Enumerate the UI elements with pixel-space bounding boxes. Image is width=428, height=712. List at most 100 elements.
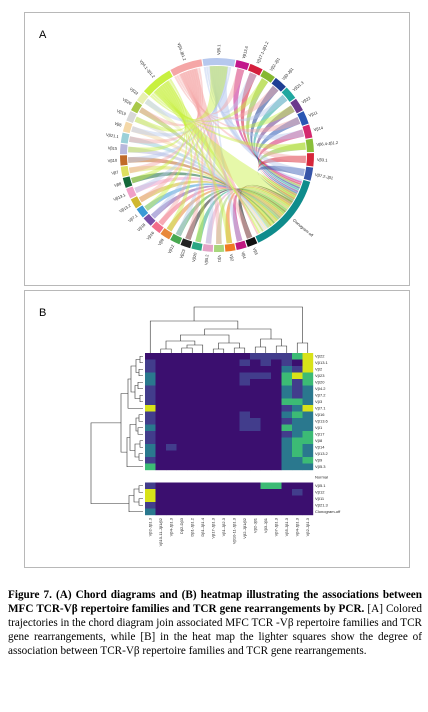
chord-segment-label: Vβ13.1 (112, 192, 126, 202)
heatmap-cell (281, 411, 293, 419)
chord-ribbon-55 (185, 70, 204, 240)
heatmap-cell (292, 392, 303, 399)
heatmap-cell (271, 508, 282, 516)
chord-segment-28 (120, 165, 130, 177)
heatmap-cell (292, 431, 303, 438)
chord-ribbon-51 (178, 73, 301, 133)
chord-ribbon-68 (161, 83, 193, 232)
heatmap-cell (145, 366, 156, 373)
heatmap-row-label: Normal (315, 475, 328, 480)
heatmap-cell (239, 366, 251, 373)
heatmap-cell (260, 437, 272, 445)
heatmap-cell (229, 463, 240, 471)
heatmap-cell (239, 385, 251, 393)
heatmap-cell (292, 385, 303, 393)
chord-segment-label: Vβ7.1 (127, 212, 139, 223)
heatmap-cell (281, 353, 293, 360)
heatmap-col-label: Vβ4-Jβ1.3 (294, 517, 299, 536)
heatmap-cell (155, 482, 167, 490)
heatmap-cell (187, 457, 198, 464)
heatmap-cell (218, 411, 230, 419)
heatmap-cell (197, 457, 209, 464)
heatmap-cell (155, 450, 167, 458)
chord-ribbon-49 (174, 68, 245, 115)
chord-segment-32 (122, 121, 133, 134)
heatmap-cell (208, 437, 219, 445)
heatmap-cell (229, 457, 240, 464)
heatmap-col-label: Vβ4-Jβ1.3 (168, 517, 173, 536)
heatmap-cell (187, 502, 198, 509)
dendrogram-link (128, 495, 143, 513)
chord-ribbon-28 (128, 157, 272, 227)
heatmap-col-label: Vβ3-Jβ1 (263, 517, 268, 533)
heatmap-cell (281, 366, 293, 373)
heatmap-cell (292, 353, 303, 360)
heatmap-cell (145, 489, 156, 496)
heatmap-cell (250, 450, 261, 458)
heatmap-cell (187, 392, 198, 399)
heatmap-cell (218, 398, 230, 406)
heatmap-cell (250, 385, 261, 393)
heatmap-cell (281, 372, 293, 380)
heatmap-row-label: Vβ5.3 (315, 464, 326, 469)
heatmap-cell (197, 463, 209, 471)
heatmap-cell (187, 508, 198, 516)
chord-segment-10 (306, 153, 314, 167)
heatmap-cell (176, 392, 188, 399)
heatmap-cell (271, 372, 282, 380)
chord-segment-27 (122, 176, 133, 188)
heatmap-cell (239, 444, 251, 451)
heatmap-cell (271, 405, 282, 412)
heatmap-cell (292, 444, 303, 451)
heatmap-cell (197, 508, 209, 516)
heatmap-cell (176, 424, 188, 432)
heatmap-cell (250, 411, 261, 419)
heatmap-cell (292, 437, 303, 445)
heatmap-cell (302, 502, 314, 509)
heatmap-cell (292, 489, 303, 496)
heatmap-cell (292, 424, 303, 432)
chord-segment-12 (255, 179, 311, 243)
heatmap-cell (197, 405, 209, 412)
heatmap-cell (187, 482, 198, 490)
heatmap-cell (260, 411, 272, 419)
caption-bold-text: (A) Chord diagrams and (B) heatmap illus… (8, 589, 422, 616)
heatmap-cell (250, 431, 261, 438)
chord-ribbon-67 (159, 85, 205, 243)
heatmap-cell (166, 405, 177, 412)
chord-diagram: Vβ5.1 Vβ13.6 Vβ17.1-Jβ1.2 Vβ2-Jβ1Vβ3-Jβ1Vβ2… (106, 40, 339, 265)
heatmap-col-labels: Vβ2-Jβ1.3 Vβ10-11-Jβ1/β2 Vβ4-Jβ1.3 Dβ2-Dβ3 D… (147, 517, 310, 546)
heatmap-cell (176, 502, 188, 509)
heatmap-row-label: Vβ16 (315, 412, 325, 417)
column-dendrogram (149, 306, 309, 353)
dendrogram-link (138, 453, 143, 461)
heatmap-cell (166, 411, 177, 419)
chord-segment-25 (130, 196, 142, 209)
heatmap-cell (176, 379, 188, 386)
heatmap-row-label: Vβ7.2 (315, 393, 326, 398)
heatmap-cell (302, 359, 314, 367)
heatmap-cell (208, 385, 219, 393)
chord-ribbon-36 (179, 68, 259, 235)
heatmap-cell (197, 502, 209, 509)
heatmap-cell (166, 463, 177, 471)
dendrogram-link (138, 485, 143, 493)
heatmap-row-label: Vβ3 (315, 399, 323, 404)
heatmap-cell (250, 444, 261, 451)
heatmap-cell (271, 385, 282, 393)
heatmap-cell (145, 444, 156, 451)
heatmap-cell (155, 392, 167, 399)
heatmap-col-label: Vβ10-11-Jβ1/β2 (158, 517, 163, 546)
heatmap-cell (218, 392, 230, 399)
heatmap-cell (229, 418, 240, 425)
heatmap-cell (260, 418, 272, 425)
heatmap-row-label: Vβ7.1 (315, 406, 326, 411)
heatmap-cell (250, 437, 261, 445)
heatmap-cell (239, 431, 251, 438)
heatmap-cell (187, 444, 198, 451)
chord-ribbon-47 (131, 66, 229, 137)
chord-segment-7 (297, 111, 309, 126)
heatmap-cell (155, 372, 167, 380)
heatmap-row-label: Vβ1 (315, 425, 323, 430)
dendrogram-link (254, 346, 267, 353)
